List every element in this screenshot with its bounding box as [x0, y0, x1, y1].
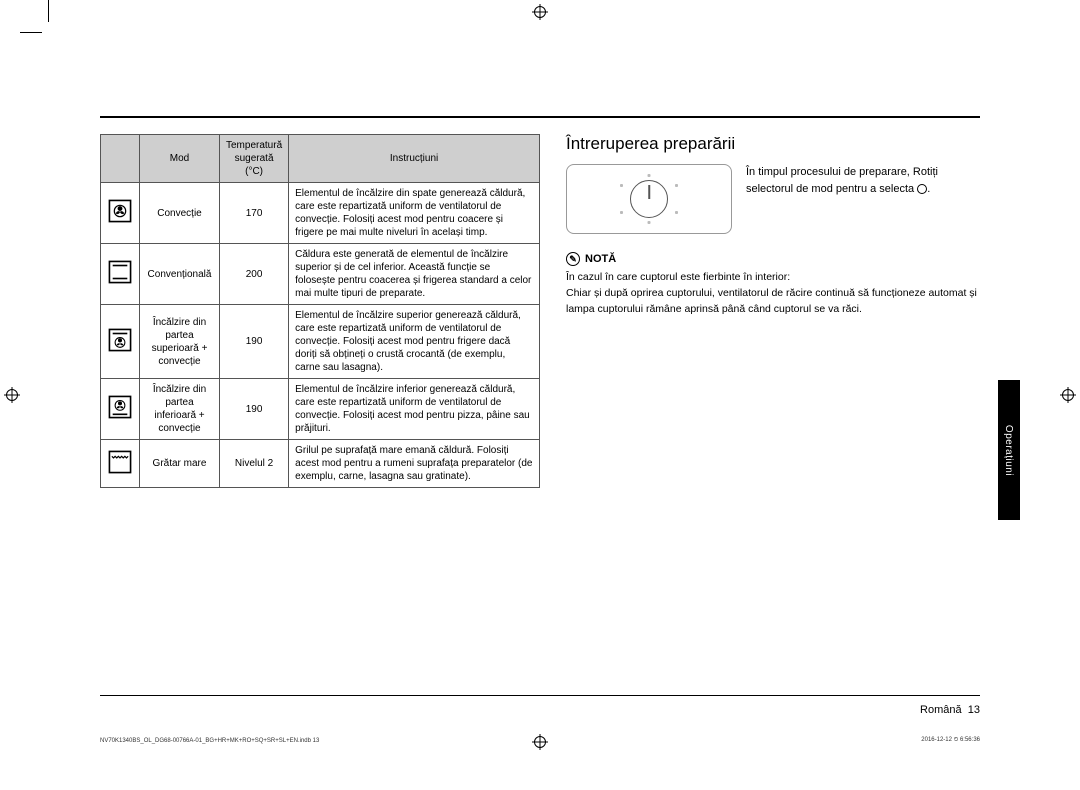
- mode-icon-grill: [101, 440, 140, 488]
- mode-name: Convecție: [140, 183, 220, 244]
- mode-icon-convection: [101, 183, 140, 244]
- print-meta-time: 2016-12-12 ⏲ 6:56:36: [921, 737, 980, 744]
- table-row: Convențională 200 Căldura este generată …: [101, 244, 540, 305]
- mode-icon-bottom-convection: [101, 379, 140, 440]
- registration-mark: [534, 6, 546, 18]
- print-meta-file: NV70K1340BS_OL_DG68-00766A-01_BG+HR+MK+R…: [100, 738, 319, 744]
- mode-name: Convențională: [140, 244, 220, 305]
- divider: [100, 695, 980, 696]
- modes-table: Mod Temperaturăsugerată (°C) Instrucțiun…: [100, 134, 540, 488]
- section-title: Întreruperea preparării: [566, 134, 980, 154]
- col-instr: Instrucțiuni: [289, 135, 540, 183]
- mode-instr: Căldura este generată de elementul de în…: [289, 244, 540, 305]
- note-heading: ✎ NOTĂ: [566, 252, 980, 266]
- col-temp: Temperaturăsugerată (°C): [220, 135, 289, 183]
- mode-dial-illustration: [566, 164, 732, 234]
- table-row: Grătar mare Nivelul 2 Grilul pe suprafaț…: [101, 440, 540, 488]
- table-header-row: Mod Temperaturăsugerată (°C) Instrucțiun…: [101, 135, 540, 183]
- note-body: În cazul în care cuptorul este fierbinte…: [566, 270, 980, 317]
- registration-mark: [534, 736, 546, 748]
- mode-temp: 170: [220, 183, 289, 244]
- mode-temp: 190: [220, 305, 289, 379]
- table-row: Încălzire din partea superioară + convec…: [101, 305, 540, 379]
- table-row: Convecție 170 Elementul de încălzire din…: [101, 183, 540, 244]
- crop-mark: [20, 32, 42, 33]
- table-row: Încălzire din partea inferioară + convec…: [101, 379, 540, 440]
- col-mode: Mod: [140, 135, 220, 183]
- page-footer: Română 13: [920, 704, 980, 716]
- mode-instr: Grilul pe suprafață mare emană căldură. …: [289, 440, 540, 488]
- mode-name: Încălzire din partea superioară + convec…: [140, 305, 220, 379]
- off-symbol-icon: [917, 184, 927, 194]
- divider: [100, 116, 980, 118]
- mode-name: Încălzire din partea inferioară + convec…: [140, 379, 220, 440]
- stop-instruction: În timpul procesului de preparare, Rotiț…: [746, 164, 980, 197]
- note-icon: ✎: [566, 252, 580, 266]
- mode-icon-conventional: [101, 244, 140, 305]
- registration-mark: [6, 389, 18, 401]
- mode-temp: Nivelul 2: [220, 440, 289, 488]
- registration-mark: [1062, 389, 1074, 401]
- mode-instr: Elementul de încălzire inferior genereaz…: [289, 379, 540, 440]
- crop-mark: [48, 0, 49, 22]
- mode-temp: 190: [220, 379, 289, 440]
- mode-instr: Elementul de încălzire din spate generea…: [289, 183, 540, 244]
- mode-name: Grătar mare: [140, 440, 220, 488]
- mode-temp: 200: [220, 244, 289, 305]
- mode-icon-top-convection: [101, 305, 140, 379]
- mode-instr: Elementul de încălzire superior genereaz…: [289, 305, 540, 379]
